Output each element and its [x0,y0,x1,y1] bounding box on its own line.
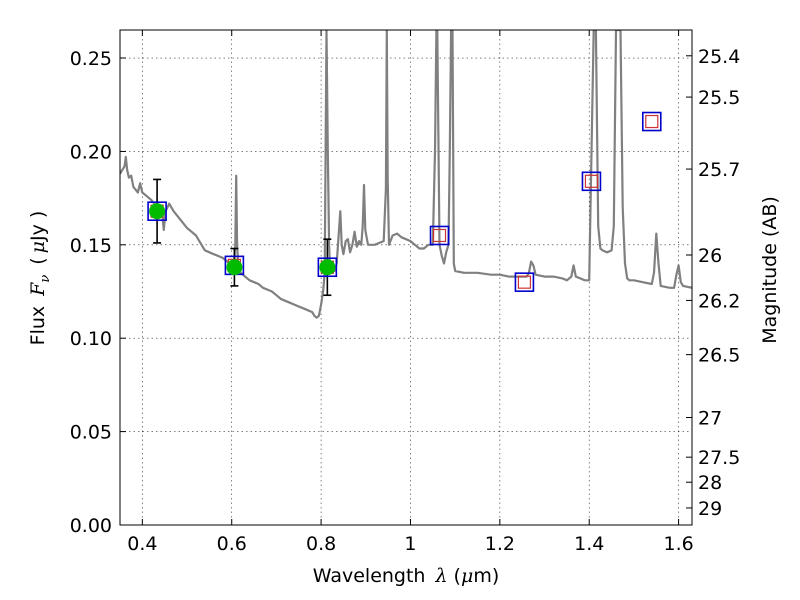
observed-point [319,259,336,276]
spectrum-line [120,30,692,319]
y2-tick-label: 27 [698,408,722,430]
model-square-outer [514,272,535,292]
y2-axis-ticks: 25.4 25.5 25.7 26 26.2 26.5 27 27.5 28 29 [686,46,740,520]
model-square-outer [317,257,338,278]
y2-tick-label: 25.7 [698,159,740,181]
model-outer-squares [147,111,662,292]
x-tick-label: 1 [404,533,416,555]
x-tick-label: 0.8 [306,533,336,555]
y-tick-label: 0.10 [70,328,112,350]
y2-tick-label: 26.2 [698,290,740,312]
x-tick-label: 0.4 [127,533,157,555]
grid-lines [120,30,692,526]
model-square-inner [432,228,447,243]
x-tick-label: 1.4 [574,533,604,555]
model-square-outer [147,201,167,221]
y2-tick-label: 26 [698,245,722,267]
model-square-inner [584,174,599,188]
y-tick-label: 0.25 [70,48,112,70]
model-square-outer [641,111,662,132]
model-square-inner [645,114,659,129]
x-tick-label: 1.6 [663,533,693,555]
y-axis-label: FluxFν(μJy ) [27,211,53,346]
plot-frame [119,29,693,526]
y-tick-label: 0.00 [70,515,112,537]
x-tick-label: 1.2 [485,533,515,555]
y2-tick-label: 27.5 [698,447,740,469]
y-tick-label: 0.20 [70,141,112,163]
error-bars [153,178,332,297]
x-axis-ticks: 0.4 0.6 0.8 1 1.2 1.4 1.6 [127,30,694,555]
y-tick-label: 0.05 [70,422,112,444]
y-axis-ticks: 0.00 0.05 0.10 0.15 0.20 0.25 [70,48,126,537]
y-tick-label: 0.15 [70,235,112,257]
y2-tick-label: 26.5 [698,345,740,367]
y2-tick-label: 25.4 [698,46,740,68]
model-square-inner [517,275,532,289]
observed-point [226,259,243,276]
observed-point [149,203,166,220]
x-tick-label: 0.6 [217,533,247,555]
observed-points [149,203,336,276]
model-square-outer [429,225,450,246]
y2-tick-label: 29 [698,498,722,520]
model-square-outer [581,171,602,192]
y2-tick-label: 28 [698,472,722,494]
x-axis-label: Wavelength λ (μm) [313,565,499,587]
y2-tick-label: 25.5 [698,87,740,109]
y2-axis-label: Magnitude (AB) [759,196,781,344]
